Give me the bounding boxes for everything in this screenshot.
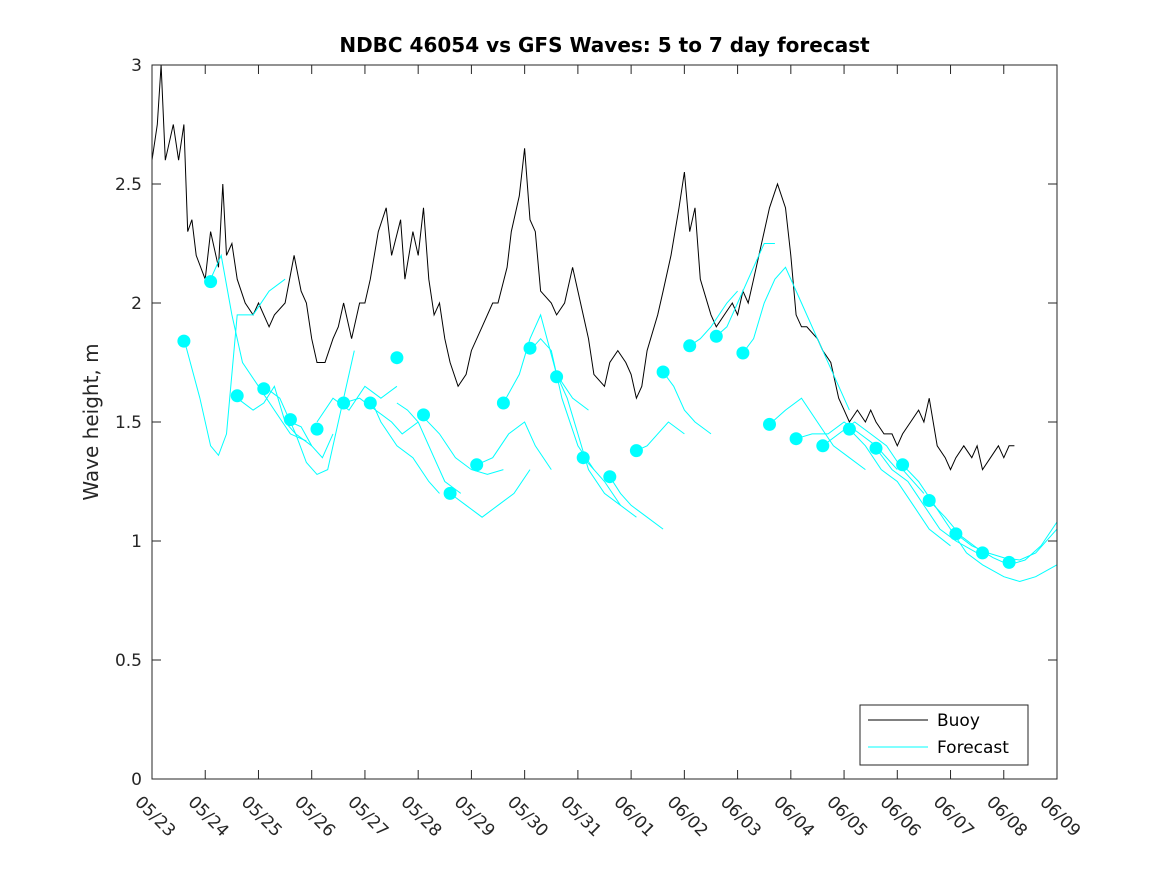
forecast-marker bbox=[230, 389, 244, 403]
forecast-marker bbox=[896, 458, 910, 472]
forecast-marker bbox=[683, 339, 697, 353]
forecast-series-line bbox=[263, 350, 355, 476]
chart-title: NDBC 46054 vs GFS Waves: 5 to 7 day fore… bbox=[339, 33, 870, 57]
forecast-series-line bbox=[875, 447, 978, 554]
buoy-series-line bbox=[151, 64, 1015, 471]
forecast-series-line bbox=[183, 278, 286, 457]
forecast-series-line bbox=[689, 290, 738, 347]
forecast-marker bbox=[417, 408, 430, 422]
forecast-marker bbox=[656, 365, 670, 379]
forecast-series-line bbox=[902, 464, 1058, 583]
forecast-series-line bbox=[955, 528, 1058, 561]
legend-forecast-label: Forecast bbox=[937, 738, 1009, 758]
y-tick-label: 0 bbox=[131, 770, 142, 790]
forecast-marker bbox=[337, 396, 351, 410]
forecast-series-line bbox=[662, 371, 712, 435]
forecast-series-line bbox=[316, 385, 398, 423]
forecast-series-line bbox=[502, 313, 589, 411]
forecast-marker bbox=[257, 382, 271, 396]
forecast-marker bbox=[976, 546, 989, 560]
forecast-marker bbox=[390, 351, 404, 365]
forecast-series-line bbox=[369, 397, 440, 494]
forecast-series-line bbox=[210, 253, 307, 442]
forecast-marker bbox=[816, 439, 830, 453]
forecast-marker bbox=[603, 470, 617, 484]
legend-buoy-label: Buoy bbox=[937, 711, 980, 731]
forecast-marker bbox=[922, 494, 936, 507]
forecast-marker bbox=[470, 458, 484, 472]
y-axis-label: Wave height, m bbox=[79, 343, 103, 500]
forecast-marker bbox=[949, 527, 963, 541]
legend: Buoy Forecast bbox=[859, 704, 1029, 766]
forecast-marker bbox=[204, 275, 218, 289]
forecast-marker bbox=[842, 422, 856, 436]
forecast-series-line bbox=[928, 500, 1058, 566]
forecast-marker bbox=[177, 334, 191, 348]
y-tick-label: 3 bbox=[131, 56, 142, 76]
forecast-marker bbox=[550, 370, 564, 384]
plot-area bbox=[152, 65, 1057, 779]
forecast-series-line bbox=[423, 416, 504, 475]
forecast-marker bbox=[443, 486, 457, 500]
forecast-series-line bbox=[476, 421, 552, 470]
forecast-marker bbox=[1002, 555, 1016, 569]
forecast-marker bbox=[576, 451, 590, 465]
forecast-marker bbox=[736, 346, 750, 360]
forecast-series-line bbox=[396, 402, 462, 494]
forecast-series-line bbox=[769, 397, 866, 471]
forecast-marker bbox=[283, 413, 297, 427]
forecast-marker bbox=[763, 417, 776, 431]
forecast-marker bbox=[789, 432, 803, 446]
forecast-marker bbox=[310, 422, 324, 436]
forecast-marker bbox=[629, 444, 643, 458]
y-tick-label: 2.5 bbox=[115, 175, 142, 195]
forecast-series-line bbox=[582, 457, 637, 518]
forecast-series-line bbox=[290, 421, 334, 459]
forecast-marker bbox=[869, 441, 883, 455]
forecast-marker bbox=[709, 329, 723, 343]
series-layer bbox=[151, 64, 1058, 583]
forecast-series-line bbox=[609, 476, 664, 530]
y-tick-label: 2 bbox=[131, 294, 142, 314]
forecast-series-line bbox=[849, 428, 951, 547]
forecast-series-line bbox=[449, 469, 531, 518]
y-tick-label: 1 bbox=[131, 532, 142, 552]
y-tick-label: 1.5 bbox=[115, 413, 142, 433]
forecast-marker bbox=[523, 341, 537, 355]
forecast-marker bbox=[363, 396, 377, 410]
forecast-marker bbox=[496, 396, 510, 410]
forecast-series-line bbox=[715, 243, 775, 337]
forecast-series-line bbox=[343, 397, 419, 435]
forecast-series-line bbox=[636, 421, 685, 452]
forecast-series-line bbox=[742, 266, 850, 411]
legend-box bbox=[859, 704, 1029, 766]
y-tick-label: 0.5 bbox=[115, 651, 142, 671]
